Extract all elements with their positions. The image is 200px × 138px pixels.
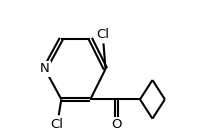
Text: Cl: Cl xyxy=(96,28,109,41)
Text: N: N xyxy=(40,63,50,75)
Text: O: O xyxy=(111,118,122,131)
Text: Cl: Cl xyxy=(51,118,64,131)
